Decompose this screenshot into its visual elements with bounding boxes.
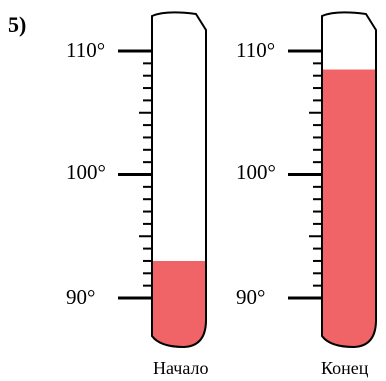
- label-110-start: 110°: [66, 38, 105, 62]
- tube-outline-end: [321, 11, 377, 349]
- label-90-end: 90°: [236, 285, 265, 309]
- liquid-column-end: [322, 69, 376, 348]
- label-100-start: 100°: [66, 160, 106, 184]
- scale-ticks-start: [118, 49, 152, 300]
- thermometer-end: 110° 100° 90° Конец: [236, 11, 377, 378]
- caption-end: Конец: [321, 358, 369, 378]
- caption-start: Начало: [153, 358, 208, 378]
- tube-outline-start: [151, 11, 207, 349]
- liquid-column-start: [152, 260, 206, 347]
- scale-ticks-end: [288, 49, 322, 300]
- label-100-end: 100°: [236, 160, 276, 184]
- label-110-end: 110°: [236, 38, 275, 62]
- thermometer-start: 110° 100° 90° Начало: [66, 11, 208, 378]
- problem-number: 5): [8, 12, 26, 37]
- label-90-start: 90°: [66, 285, 95, 309]
